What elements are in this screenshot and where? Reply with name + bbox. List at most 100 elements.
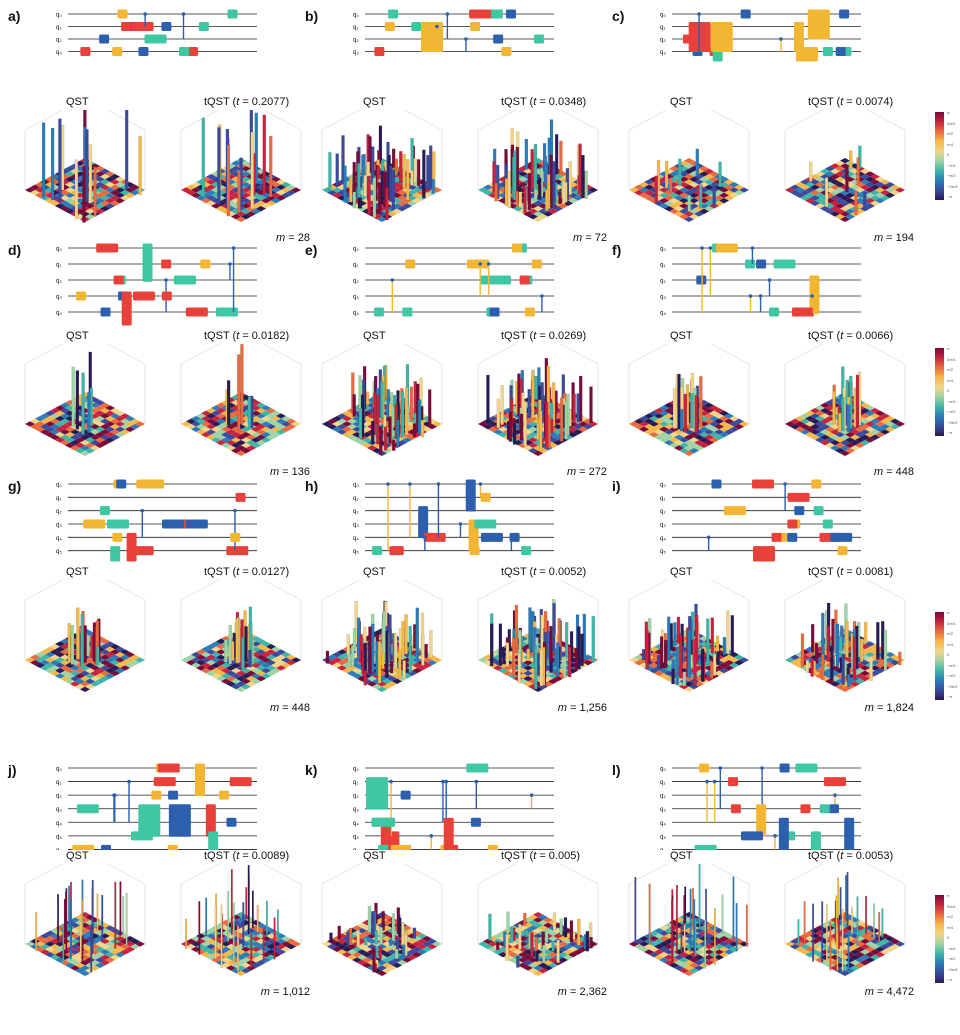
density-cell bbox=[206, 408, 216, 414]
density-cell bbox=[276, 649, 286, 655]
density-bar bbox=[65, 888, 68, 952]
density-cell bbox=[719, 192, 729, 198]
density-cell bbox=[870, 933, 880, 939]
density-cell bbox=[191, 662, 201, 668]
density-cell bbox=[684, 179, 694, 185]
gate-box bbox=[830, 532, 853, 542]
density-cell bbox=[100, 179, 110, 185]
qst-title: QST bbox=[363, 96, 386, 108]
density-cell bbox=[699, 182, 709, 188]
density-cell bbox=[105, 426, 115, 432]
plot-grid bbox=[784, 110, 906, 190]
density-cell bbox=[251, 405, 261, 411]
density-cell bbox=[266, 660, 276, 666]
density-cell bbox=[664, 933, 674, 939]
density-cell bbox=[412, 941, 422, 947]
qubit-label: q₀ bbox=[660, 483, 666, 489]
density-cell bbox=[201, 646, 211, 652]
density-cell bbox=[855, 437, 865, 443]
density-cell bbox=[528, 957, 538, 963]
density-cell bbox=[820, 649, 830, 655]
density-bar bbox=[556, 642, 560, 677]
density-cell bbox=[855, 203, 865, 209]
density-cell bbox=[120, 190, 130, 196]
colorbar-tick-label: −π/4 bbox=[947, 945, 956, 951]
density-cell bbox=[65, 426, 75, 432]
density-cell bbox=[387, 949, 397, 955]
density-cell bbox=[568, 952, 578, 958]
density-cell bbox=[196, 665, 206, 671]
density-cell bbox=[221, 946, 231, 952]
density-cell bbox=[221, 962, 231, 968]
figure-panel: d) q₀ q₁ q₂ q₃ q₄ QST tQST (t = 0.0182) m = 136 bbox=[8, 240, 318, 498]
density-cell bbox=[805, 416, 815, 422]
gate-box bbox=[400, 790, 411, 800]
density-cell bbox=[704, 168, 714, 174]
density-cell bbox=[70, 670, 80, 676]
density-cell bbox=[60, 638, 70, 644]
density-bar bbox=[410, 170, 414, 186]
panel-label: j) bbox=[8, 762, 17, 778]
density-cell bbox=[407, 944, 417, 950]
qst-title: QST bbox=[670, 566, 693, 578]
qubit-label: q₅ bbox=[353, 834, 359, 840]
density-cell bbox=[85, 957, 95, 963]
density-cell bbox=[75, 442, 85, 448]
density-cell bbox=[880, 424, 890, 430]
colorbar-tick-label: −π/4 bbox=[947, 162, 956, 168]
density-bar bbox=[58, 118, 62, 203]
density-bar bbox=[518, 924, 522, 950]
qubit-label: q₅ bbox=[56, 549, 62, 555]
density-cell bbox=[805, 192, 815, 198]
tqst-3d-plot bbox=[180, 864, 302, 976]
density-bar bbox=[230, 869, 233, 935]
density-cell bbox=[221, 678, 231, 684]
density-cell bbox=[553, 206, 563, 212]
plot-grid bbox=[24, 580, 146, 660]
control-dot bbox=[486, 262, 491, 266]
density-cell bbox=[281, 421, 291, 427]
gate-box bbox=[480, 275, 491, 285]
density-bar bbox=[577, 626, 581, 670]
qubit-label: q₂ bbox=[56, 794, 62, 800]
density-cell bbox=[553, 676, 563, 682]
density-cell bbox=[95, 668, 105, 674]
colorbar-tick-label: π/4 bbox=[947, 141, 954, 147]
density-bar bbox=[580, 633, 584, 667]
density-cell bbox=[85, 968, 95, 974]
density-cell bbox=[241, 952, 251, 958]
density-cell bbox=[80, 665, 90, 671]
density-cell bbox=[196, 429, 206, 435]
density-bar bbox=[524, 138, 529, 170]
density-bar bbox=[81, 935, 84, 964]
density-bar bbox=[505, 934, 509, 961]
tqst-threshold-value: = 0.005) bbox=[536, 850, 580, 862]
gate-box bbox=[813, 506, 824, 516]
density-bar bbox=[648, 883, 651, 945]
density-cell bbox=[850, 960, 860, 966]
density-cell bbox=[216, 206, 226, 212]
density-bar bbox=[379, 926, 383, 945]
density-cell bbox=[649, 416, 659, 422]
density-cell bbox=[860, 938, 870, 944]
density-bar bbox=[683, 924, 686, 952]
density-cell bbox=[85, 437, 95, 443]
density-cell bbox=[40, 665, 50, 671]
figure-panel: e) q₀ q₁ q₂ q₃ q₄ QST tQST (t = 0.0269) m = 272 bbox=[305, 240, 615, 498]
tqst-title: tQST (t = 0.0081) bbox=[808, 566, 893, 578]
density-cell bbox=[70, 649, 80, 655]
density-cell bbox=[55, 646, 65, 652]
density-bar bbox=[551, 940, 555, 952]
control-dot bbox=[386, 482, 390, 486]
density-bar bbox=[371, 911, 375, 936]
density-cell bbox=[860, 949, 870, 955]
density-cell bbox=[649, 426, 659, 432]
density-cell bbox=[75, 941, 85, 947]
density-cell bbox=[493, 933, 503, 939]
density-cell bbox=[60, 676, 70, 682]
gate-box bbox=[778, 817, 789, 850]
density-cell bbox=[201, 668, 211, 674]
gate-box bbox=[480, 492, 491, 502]
density-cell bbox=[342, 410, 352, 416]
density-cell bbox=[724, 413, 734, 419]
